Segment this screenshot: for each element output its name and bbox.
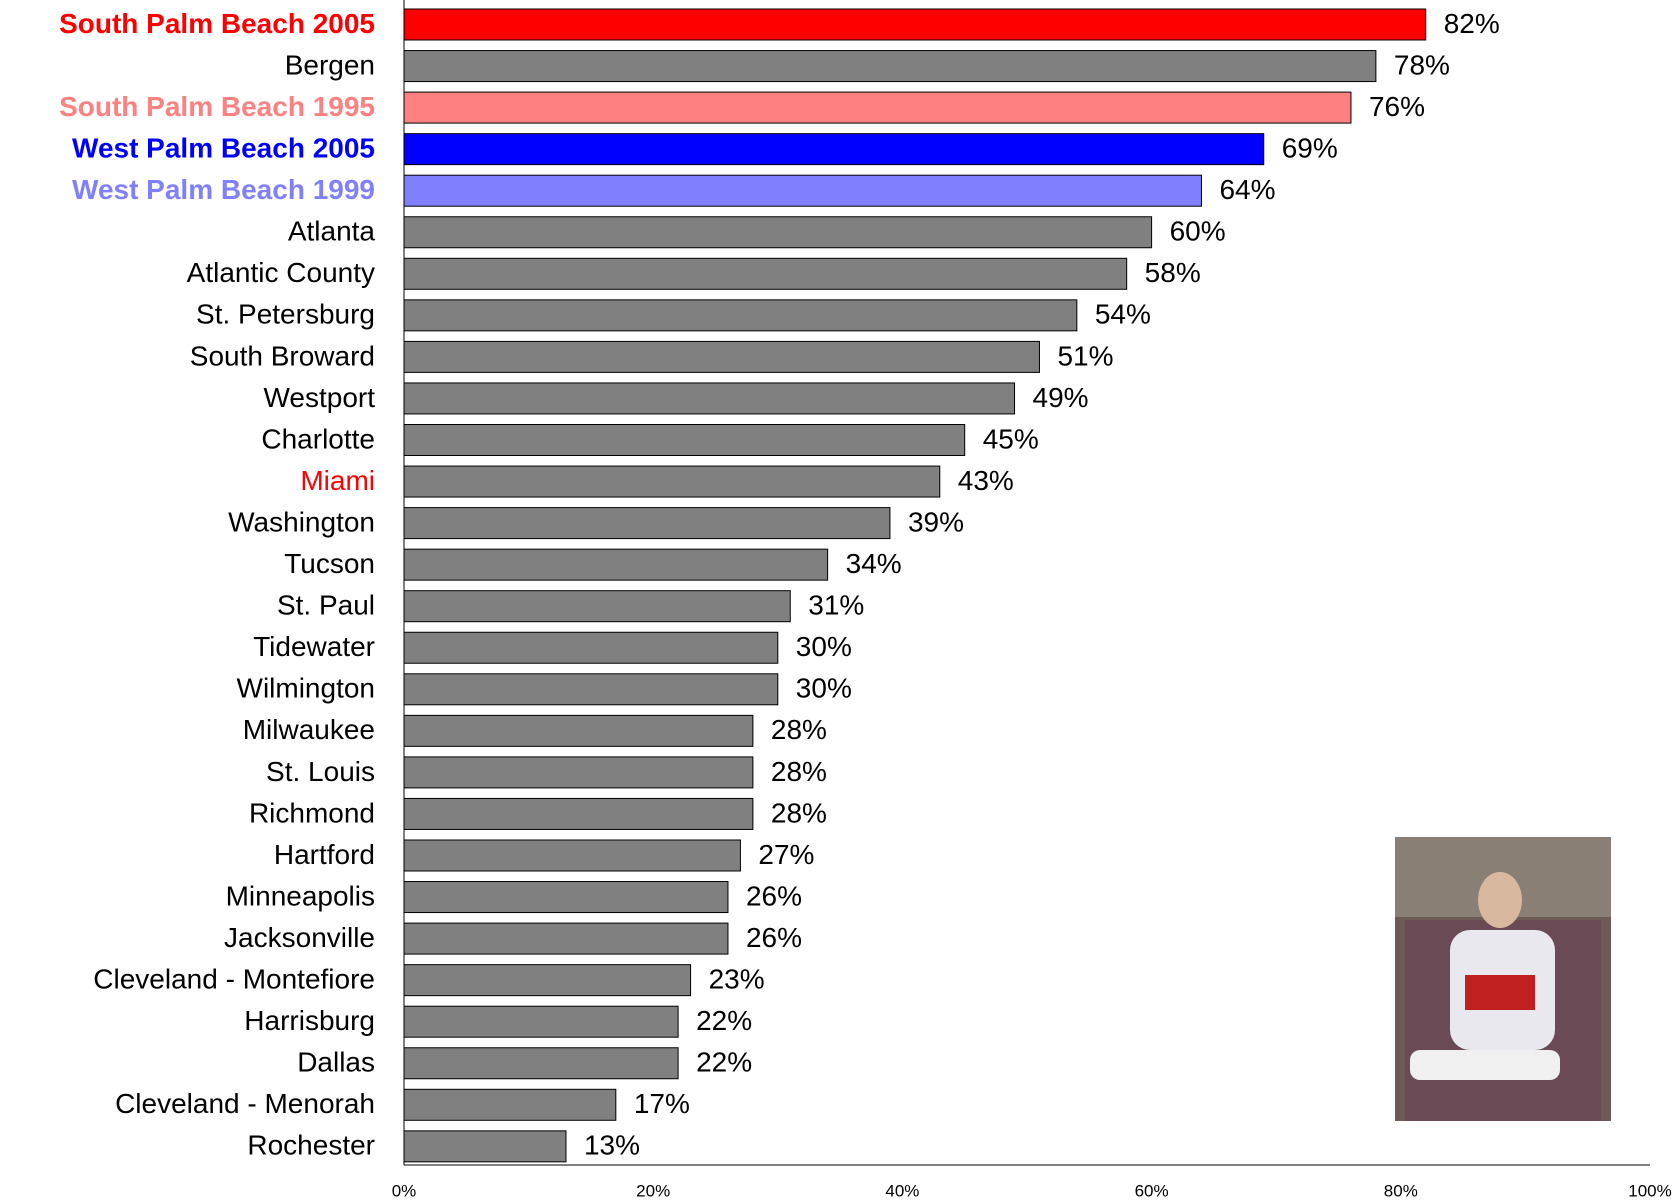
value-label: 22% [696,1047,752,1078]
y-tick-label: Wilmington [237,673,375,704]
bar [403,1088,617,1121]
bar [403,922,729,955]
value-label: 28% [771,756,827,787]
y-tick-label: Minneapolis [226,880,375,911]
bar [403,133,1265,166]
y-tick-label: Atlanta [288,216,376,247]
y-tick-label: South Palm Beach 1995 [59,91,375,122]
y-tick-label: West Palm Beach 2005 [72,133,375,164]
bar [403,424,966,456]
value-label: 78% [1394,49,1450,80]
y-tick-label: Milwaukee [243,714,375,745]
y-tick-label: Rochester [247,1130,375,1161]
bar [403,714,754,747]
y-tick-label: Atlantic County [187,257,375,288]
value-label: 28% [771,714,827,745]
y-tick-label: West Palm Beach 1999 [72,174,375,205]
y-tick-label: Tucson [284,548,375,579]
value-label: 28% [771,797,827,828]
bar [403,465,941,498]
y-tick-label: Westport [263,382,375,413]
value-label: 17% [634,1088,690,1119]
value-label: 30% [796,673,852,704]
value-label: 69% [1282,133,1338,164]
x-tick-label: 60% [1135,1181,1169,1200]
y-tick-label: Hartford [274,839,375,870]
y-tick-label: St. Petersburg [196,299,375,330]
bar [403,797,754,830]
value-label: 58% [1145,257,1201,288]
value-label: 26% [746,880,802,911]
y-tick-label: Dallas [297,1047,375,1078]
value-label: 13% [584,1130,640,1161]
y-tick-label: South Broward [190,340,375,371]
photo [1395,837,1611,1121]
bar [403,590,791,623]
value-label: 23% [709,964,765,995]
bar [403,507,891,540]
y-tick-label: Cleveland - Montefiore [93,964,375,995]
bar [403,881,729,914]
value-label: 49% [1033,382,1089,413]
value-label: 60% [1170,216,1226,247]
x-tick-label: 80% [1384,1181,1418,1200]
bar [403,8,1427,41]
bar [403,216,1153,249]
value-label: 82% [1444,8,1500,39]
value-label: 30% [796,631,852,662]
bar [403,631,779,664]
y-tick-label: Charlotte [261,423,375,454]
value-label: 51% [1057,340,1113,371]
y-tick-label: St. Louis [266,756,375,787]
value-label: 26% [746,922,802,953]
y-tick-label: Miami [300,465,375,496]
bar [403,1130,567,1163]
bar [403,1005,679,1038]
bar [403,964,692,997]
value-label: 34% [846,548,902,579]
y-tick-label: Richmond [249,797,375,828]
bar [403,839,741,872]
y-tick-label: Washington [228,506,375,537]
value-label: 27% [758,839,814,870]
value-label: 43% [958,465,1014,496]
y-tick-label: Cleveland - Menorah [115,1088,375,1119]
bar [403,673,779,706]
bar [403,299,1078,332]
y-tick-label: St. Paul [277,590,375,621]
y-tick-label: Jacksonville [224,922,375,953]
value-label: 64% [1219,174,1275,205]
value-label: 45% [983,423,1039,454]
value-label: 22% [696,1005,752,1036]
x-tick-label: 0% [392,1181,417,1200]
y-tick-label: South Palm Beach 2005 [59,8,375,39]
value-label: 31% [808,590,864,621]
y-tick-label: Bergen [285,49,375,80]
bar [403,174,1202,207]
y-tick-label: Tidewater [253,631,375,662]
value-label: 76% [1369,91,1425,122]
value-label: 39% [908,506,964,537]
bar [403,50,1377,83]
bar [403,257,1128,290]
x-tick-label: 40% [885,1181,919,1200]
y-tick-label: Harrisburg [244,1005,375,1036]
bar [403,756,754,789]
value-label: 54% [1095,299,1151,330]
bar [403,548,829,581]
bar [403,382,1016,415]
bar [403,340,1040,373]
x-tick-label: 100% [1628,1181,1671,1200]
bar [403,1047,679,1080]
bar [403,91,1352,124]
x-tick-label: 20% [636,1181,670,1200]
